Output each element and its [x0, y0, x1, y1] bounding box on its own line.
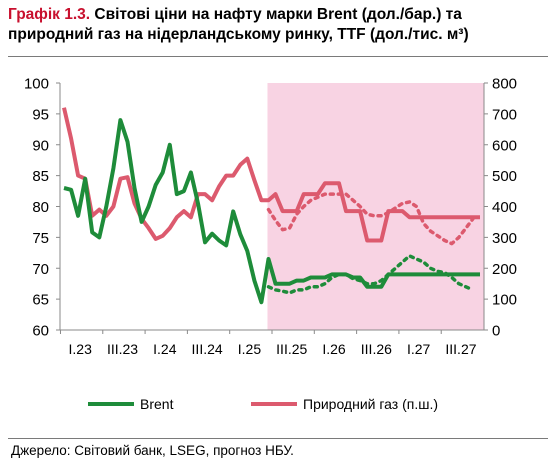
- legend-label-brent: Brent: [140, 396, 174, 412]
- legend-swatch-brent: [88, 402, 134, 406]
- chart-title-text: Світові ціни на нафту марки Brent (дол./…: [8, 6, 469, 43]
- x-axis-tick-label: III.25: [276, 341, 307, 357]
- title-divider: [8, 56, 548, 57]
- left-axis-tick-label: 90: [32, 137, 49, 154]
- gas-line: [62, 107, 480, 243]
- right-axis-tick-label: 200: [492, 261, 517, 278]
- right-axis-tick-label: 700: [492, 106, 517, 123]
- x-axis-tick-label: III.24: [192, 341, 223, 357]
- source-divider: [8, 438, 548, 439]
- right-axis-tick-label: 100: [492, 292, 517, 309]
- right-axis-tick-label: 0: [492, 323, 500, 340]
- chart-title: Графік 1.3. Світові ціни на нафту марки …: [8, 5, 548, 45]
- right-axis-tick-label: 400: [492, 199, 517, 216]
- x-axis-tick-label: I.23: [69, 341, 93, 357]
- legend-item-brent: Brent: [88, 396, 173, 412]
- chart-axes: 100 95 90 85 80 75 70 65 60 800 700 600 500 400 300 200…: [24, 76, 517, 358]
- chart-title-label: Графік 1.3.: [8, 6, 91, 23]
- left-axis-tick-label: 70: [32, 261, 49, 278]
- chart-lines: [62, 107, 480, 305]
- x-axis-tick-label: I.26: [322, 341, 346, 357]
- source-note: Джерело: Світовий банк, LSEG, прогноз НБ…: [11, 443, 294, 458]
- legend-swatch-gas: [251, 402, 297, 406]
- left-axis-tick-label: 80: [32, 199, 49, 216]
- left-axis-tick-label: 100: [24, 76, 49, 93]
- x-axis-tick-label: III.26: [361, 341, 392, 357]
- brent-line: [63, 118, 480, 305]
- right-axis-tick-label: 800: [492, 76, 517, 93]
- x-axis-tick-label: I.27: [407, 341, 431, 357]
- brent-forecast-line: [266, 254, 475, 295]
- x-axis-tick-label: I.25: [238, 341, 262, 357]
- legend-item-gas: Природний газ (п.ш.): [251, 396, 438, 412]
- legend-label-gas: Природний газ (п.ш.): [303, 396, 439, 412]
- x-axis-tick-label: I.24: [153, 341, 177, 357]
- right-axis-tick-label: 600: [492, 137, 517, 154]
- left-axis-tick-label: 65: [32, 292, 49, 309]
- gas-forecast-line: [266, 192, 475, 246]
- left-axis-tick-label: 60: [32, 323, 49, 340]
- right-axis-tick-label: 500: [492, 168, 517, 185]
- x-axis-tick-label: III.23: [107, 341, 138, 357]
- left-axis-tick-label: 85: [32, 168, 49, 185]
- left-axis-tick-label: 75: [32, 230, 49, 247]
- right-axis-tick-label: 300: [492, 230, 517, 247]
- x-axis-tick-label: III.27: [445, 341, 476, 357]
- left-axis-tick-label: 95: [32, 106, 49, 123]
